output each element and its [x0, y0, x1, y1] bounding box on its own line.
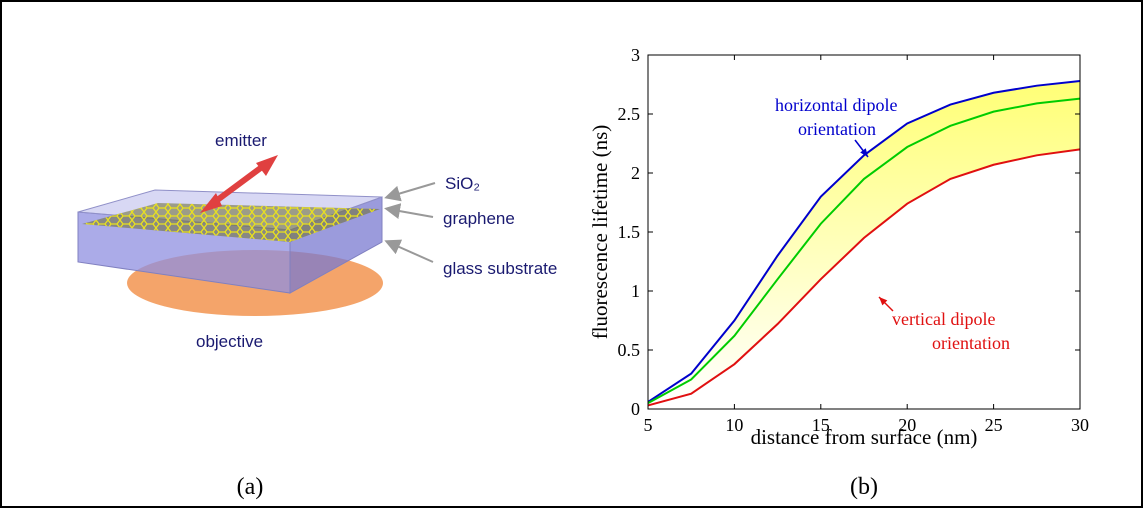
label: graphene: [443, 209, 515, 228]
annotation: horizontal dipole: [775, 95, 897, 115]
x-tick-label: 20: [898, 415, 916, 435]
x-tick-label: 10: [725, 415, 743, 435]
y-tick-label: 0: [631, 399, 640, 419]
annotation-arrow-head: [860, 148, 868, 157]
annotation-arrow-head: [879, 297, 888, 306]
arrow-head: [256, 155, 278, 176]
x-tick-label: 5: [644, 415, 653, 435]
x-tick-label: 15: [812, 415, 830, 435]
series-line: [647, 79, 1081, 403]
y-tick-label: 2: [631, 163, 640, 183]
emitter-dipole: [210, 161, 268, 207]
y-tick-label: 2.5: [618, 104, 641, 124]
label: glass substrate: [443, 259, 557, 278]
x-axis-label: distance from surface (nm): [751, 425, 978, 449]
arrow-head: [200, 193, 222, 213]
diagram: emitter SiO₂ graphene glass substrate ob…: [77, 131, 557, 500]
y-axis-label: fluorescence lifetime (ns): [588, 125, 612, 340]
y-tick-label: 1: [631, 281, 640, 301]
caption: (b): [850, 474, 878, 500]
annotation: orientation: [798, 119, 876, 139]
annotation: vertical dipole: [892, 309, 995, 329]
caption: (a): [237, 474, 264, 500]
pointer: [384, 239, 434, 263]
label: objective: [196, 332, 263, 351]
y-tick-label: 1.5: [618, 222, 641, 242]
series-line: [647, 148, 1081, 407]
graphene-mesh: [82, 203, 380, 242]
y-tick-label: 0.5: [618, 340, 641, 360]
y-tick-label: 3: [631, 45, 640, 65]
label: emitter: [215, 131, 267, 150]
x-tick-label: 30: [1071, 415, 1089, 435]
label: SiO₂: [445, 174, 480, 193]
series-line: [647, 97, 1081, 404]
band-fill: [648, 80, 1080, 406]
pointer: [384, 182, 436, 202]
chart: 5 10 15 20 25 30 0 0.5 1 1.5 2 2.5 3 distance from su…: [588, 45, 1089, 500]
annotation: orientation: [932, 333, 1010, 353]
x-tick-label: 25: [985, 415, 1003, 435]
pointer: [384, 203, 434, 219]
